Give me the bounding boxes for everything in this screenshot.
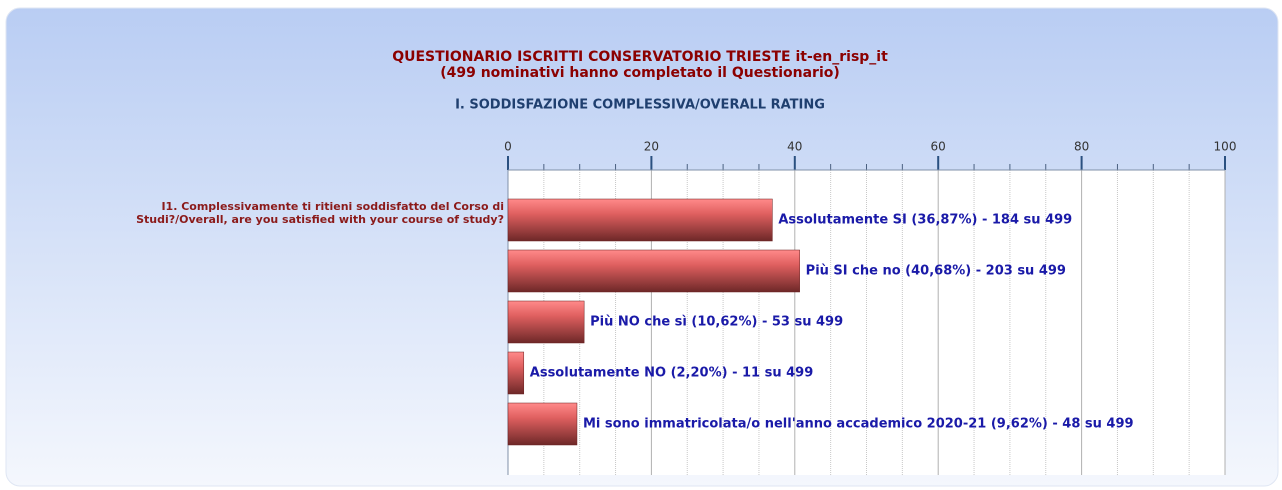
- chart-subtitle: (499 nominativi hanno completato il Ques…: [440, 65, 840, 81]
- x-tick-label: 20: [644, 140, 659, 154]
- x-tick-label: 40: [787, 140, 802, 154]
- bar-label: Mi sono immatricolata/o nell'anno accade…: [583, 417, 1134, 432]
- bar: [507, 249, 800, 293]
- x-tick-label: 80: [1074, 140, 1089, 154]
- bar: [507, 351, 525, 395]
- x-tick-label: 60: [931, 140, 946, 154]
- bar-label: Assolutamente SI (36,87%) - 184 su 499: [778, 213, 1072, 228]
- bar: [507, 198, 773, 242]
- x-tick-label: 0: [504, 140, 512, 154]
- bar-label: Più NO che sì (10,62%) - 53 su 499: [590, 315, 843, 330]
- chart-title: QUESTIONARIO ISCRITTI CONSERVATORIO TRIE…: [392, 49, 888, 65]
- question-label: I1. Complessivamente ti ritieni soddisfa…: [136, 200, 504, 226]
- bar-label: Più SI che no (40,68%) - 203 su 499: [806, 264, 1066, 279]
- x-tick-label: 100: [1214, 140, 1237, 154]
- bar-label: Assolutamente NO (2,20%) - 11 su 499: [530, 366, 814, 381]
- bar: [507, 300, 585, 344]
- bar: [507, 402, 578, 446]
- section-title: I. SODDISFAZIONE COMPLESSIVA/OVERALL RAT…: [455, 98, 825, 113]
